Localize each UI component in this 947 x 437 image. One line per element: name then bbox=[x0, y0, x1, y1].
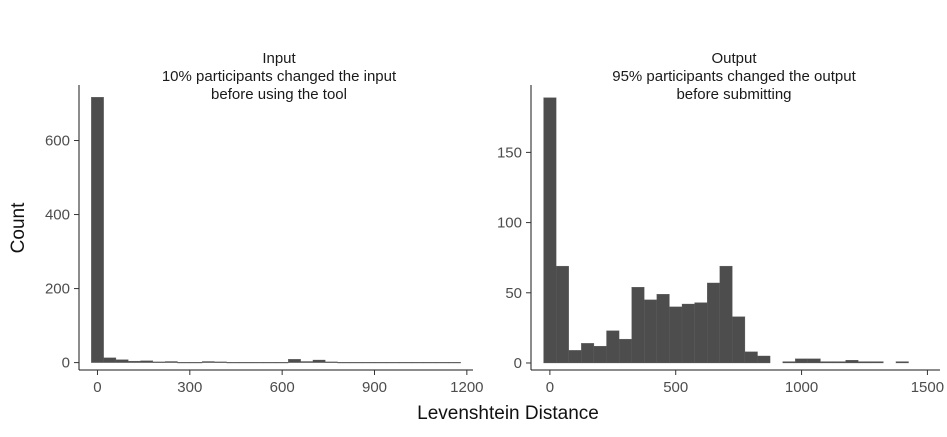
output-bar-17 bbox=[757, 355, 771, 364]
input-y-tick-label-0: 0 bbox=[62, 355, 70, 372]
output-bar-14 bbox=[719, 265, 733, 364]
input-x-tick-label-0: 0 bbox=[93, 379, 101, 396]
output-bar-19 bbox=[782, 361, 796, 364]
output-bar-23 bbox=[832, 361, 846, 364]
x-axis-title: Levenshtein Distance bbox=[417, 403, 599, 424]
output-bar-5 bbox=[606, 330, 620, 364]
output-bar-25 bbox=[858, 361, 871, 364]
input-bar-14 bbox=[263, 362, 277, 364]
input-title-line-1: Input bbox=[262, 50, 296, 67]
input-x-tick-label-1200: 1200 bbox=[450, 379, 483, 396]
input-bar-29 bbox=[448, 362, 461, 364]
output-bar-0 bbox=[543, 97, 557, 364]
input-bar-17 bbox=[300, 361, 314, 363]
input-bar-21 bbox=[349, 362, 363, 364]
input-bar-2 bbox=[115, 359, 129, 363]
output-bar-7 bbox=[631, 287, 645, 364]
output-bar-9 bbox=[656, 294, 670, 364]
output-axes: 0 500 1000 1500 0 50 100 150 bbox=[497, 85, 944, 396]
input-bar-0 bbox=[91, 97, 104, 363]
output-y-tick-label-0: 0 bbox=[514, 355, 522, 372]
input-bar-12 bbox=[238, 362, 252, 364]
input-axes: 0 300 600 900 1200 0 200 400 600 bbox=[45, 85, 484, 396]
output-y-tick-label-100: 100 bbox=[497, 215, 522, 232]
output-x-tick-label-1000: 1000 bbox=[785, 379, 818, 396]
output-bar-16 bbox=[744, 351, 758, 364]
output-bar-12 bbox=[694, 302, 708, 364]
output-bar-28 bbox=[895, 361, 909, 364]
input-bar-6 bbox=[165, 361, 178, 363]
input-x-tick-label-900: 900 bbox=[362, 379, 387, 396]
input-y-tick-label-600: 600 bbox=[45, 133, 70, 150]
input-bar-22 bbox=[362, 362, 375, 364]
input-bar-8 bbox=[189, 362, 203, 364]
input-y-tick-label-400: 400 bbox=[45, 207, 70, 224]
output-bar-6 bbox=[618, 338, 632, 364]
output-x-tick-label-1500: 1500 bbox=[911, 379, 944, 396]
y-axis-title: Count bbox=[8, 202, 29, 253]
output-bar-10 bbox=[669, 306, 683, 364]
output-bar-11 bbox=[681, 303, 695, 364]
output-bar-21 bbox=[807, 358, 821, 364]
output-x-tick-label-0: 0 bbox=[546, 379, 554, 396]
input-bar-18 bbox=[312, 359, 326, 363]
input-bar-27 bbox=[423, 362, 437, 364]
input-bar-1 bbox=[103, 357, 117, 363]
output-bar-15 bbox=[732, 316, 746, 364]
input-bar-15 bbox=[275, 362, 289, 364]
input-bar-4 bbox=[140, 360, 154, 363]
output-bar-3 bbox=[581, 343, 595, 364]
output-bar-26 bbox=[870, 361, 884, 364]
output-bar-4 bbox=[593, 345, 607, 364]
input-bar-19 bbox=[325, 361, 338, 363]
panel-output: Output 95% participants changed the outp… bbox=[497, 50, 944, 396]
output-bar-8 bbox=[644, 299, 657, 364]
output-bar-1 bbox=[556, 265, 569, 364]
input-bar-11 bbox=[226, 362, 240, 364]
input-bar-23 bbox=[374, 362, 387, 364]
output-bar-22 bbox=[820, 361, 834, 364]
input-bar-20 bbox=[337, 362, 351, 364]
output-x-tick-label-500: 500 bbox=[663, 379, 688, 396]
output-bars bbox=[543, 97, 909, 364]
output-y-tick-label-150: 150 bbox=[497, 144, 522, 161]
input-bar-28 bbox=[435, 362, 449, 364]
input-bar-26 bbox=[411, 362, 424, 364]
input-bar-9 bbox=[201, 361, 215, 363]
output-bar-2 bbox=[568, 350, 582, 364]
input-bar-7 bbox=[177, 362, 190, 364]
input-bar-25 bbox=[398, 362, 412, 364]
input-bar-3 bbox=[128, 360, 141, 363]
input-title-line-3: before using the tool bbox=[211, 86, 347, 103]
output-title-line-1: Output bbox=[711, 50, 757, 67]
input-x-tick-label-300: 300 bbox=[177, 379, 202, 396]
output-bar-24 bbox=[845, 360, 859, 364]
panel-input: Input 10% participants changed the input… bbox=[45, 50, 484, 396]
input-bar-24 bbox=[386, 362, 400, 364]
output-title-line-2: 95% participants changed the output bbox=[612, 68, 856, 85]
input-x-tick-label-600: 600 bbox=[270, 379, 295, 396]
input-title-line-2: 10% participants changed the input bbox=[162, 68, 397, 85]
output-title-line-3: before submitting bbox=[676, 86, 791, 103]
input-bar-5 bbox=[152, 361, 166, 363]
input-bar-10 bbox=[214, 361, 227, 363]
input-bar-16 bbox=[288, 359, 301, 363]
output-bar-20 bbox=[795, 358, 809, 364]
input-y-tick-label-200: 200 bbox=[45, 281, 70, 298]
input-bars bbox=[91, 97, 461, 364]
input-bar-13 bbox=[251, 362, 264, 364]
output-bar-13 bbox=[707, 282, 720, 364]
output-y-tick-label-50: 50 bbox=[505, 285, 522, 302]
